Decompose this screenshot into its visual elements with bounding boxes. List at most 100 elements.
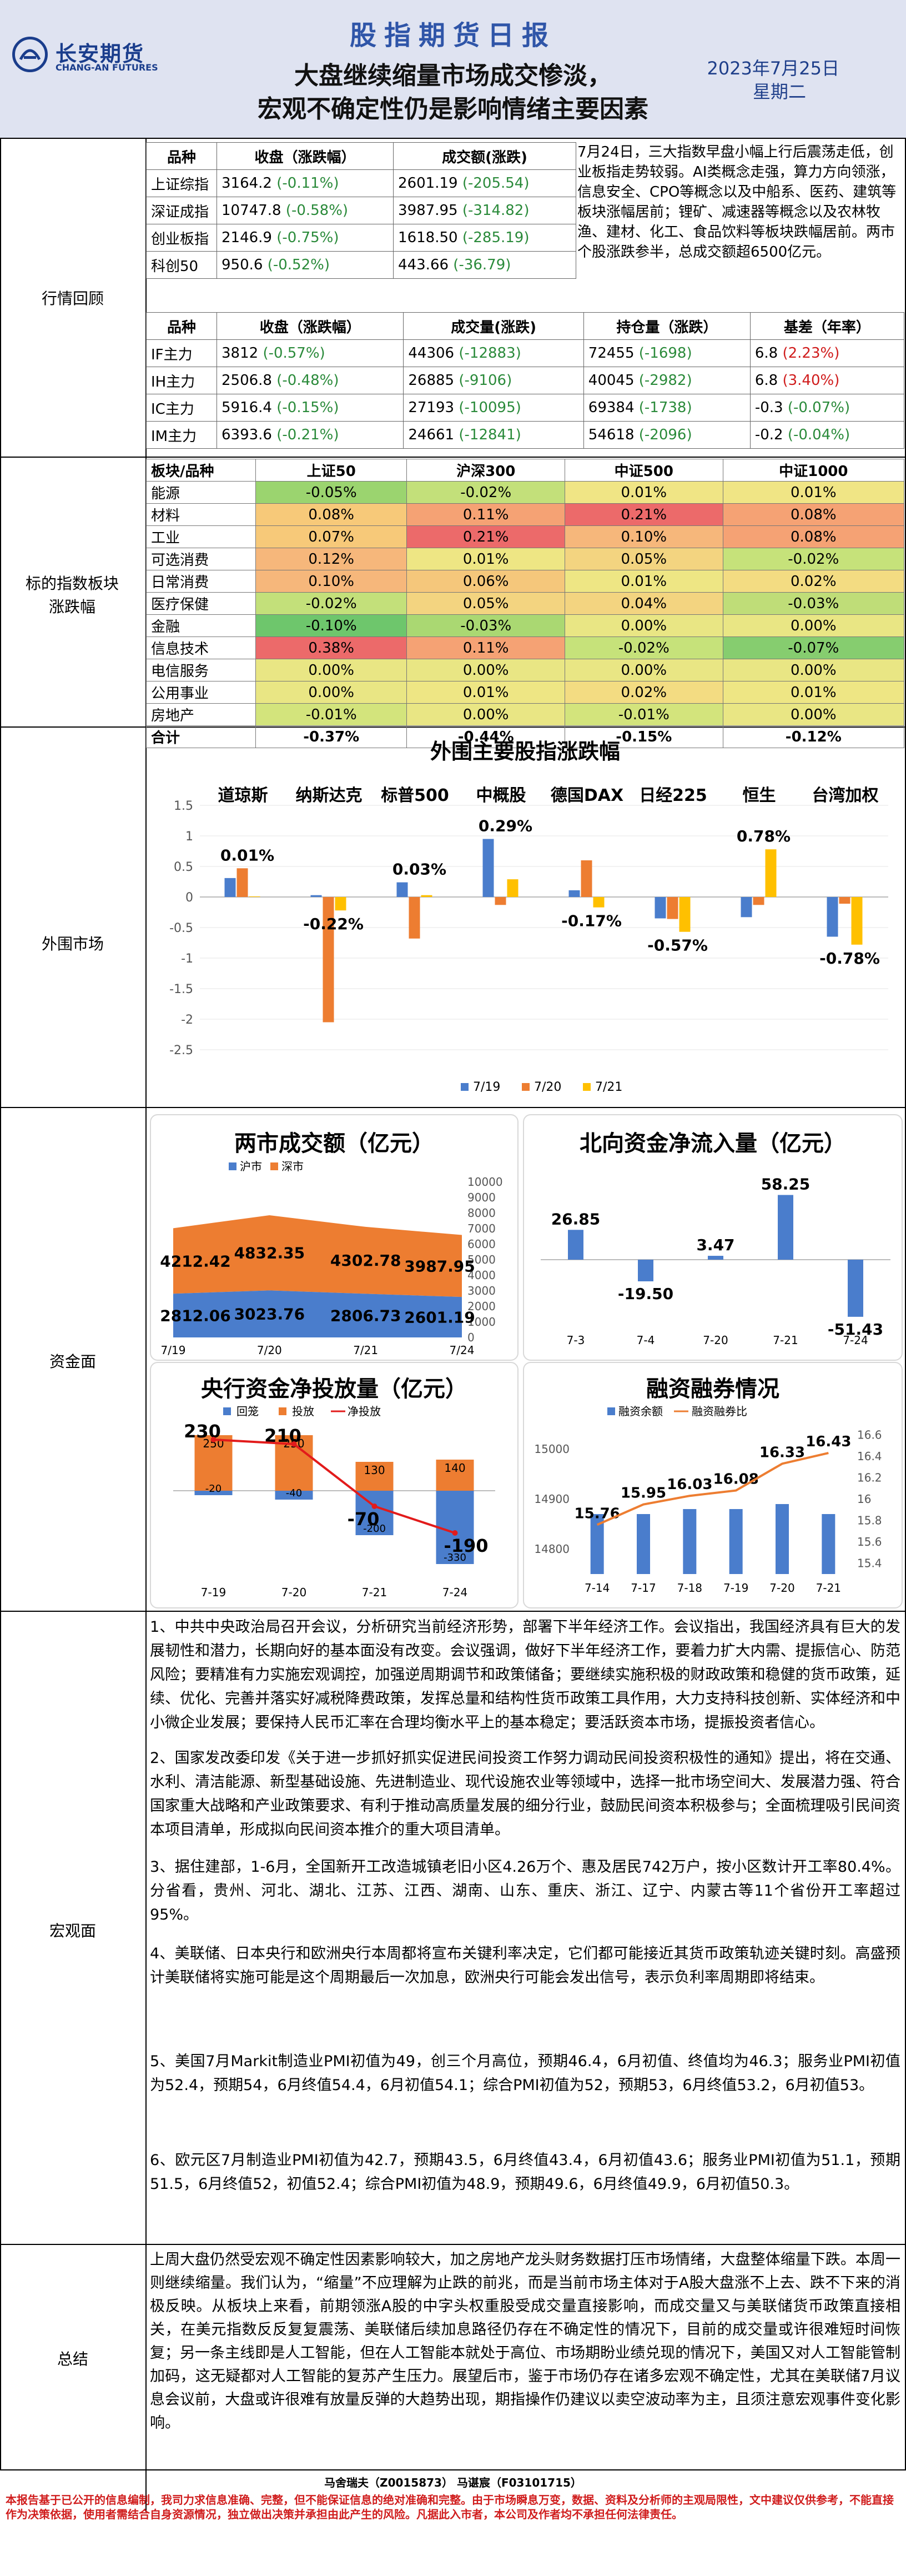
data-label: 140 <box>444 1461 465 1475</box>
y-tick-label: -2 <box>181 1013 193 1027</box>
data-label: 2806.73 <box>330 1307 401 1325</box>
net-point <box>291 1441 297 1447</box>
volume-cell: 27193 (-10095) <box>403 394 584 422</box>
margin-panel: 融资融券情况 融资余额 融资融券比 15000 14900 14800 16.6 16.4 1… <box>523 1362 903 1608</box>
open-interest-cell: 69384 (-1738) <box>583 394 751 422</box>
bar-withdraw <box>194 1491 233 1495</box>
close-cell: 2146.9 (-0.75%) <box>216 224 394 252</box>
y-tick-label: 16.4 <box>857 1450 882 1463</box>
section-label-funds: 资金面 <box>49 1352 96 1371</box>
analyst-names: 马舍瑞夫（Z0015873） 马谌宸（F03101715） <box>324 2476 582 2489</box>
data-label: -20 <box>205 1483 222 1495</box>
macro-paragraph: 6、欧元区7月制造业PMI初值为42.7，预期43.5，6月终值43.4，6月初… <box>150 2152 900 2193</box>
basis-cell: 6.8 (3.40%) <box>749 367 905 394</box>
y-tick-label: 3000 <box>467 1284 496 1297</box>
row-label: 医疗保健 <box>146 592 256 615</box>
area-shenzhen <box>173 1215 462 1297</box>
close-value: 3164.2 <box>222 175 272 192</box>
bar <box>637 1514 650 1574</box>
column-divider <box>145 138 147 2512</box>
section-label-market: 行情回顾 <box>41 289 104 308</box>
close-change: (-0.21%) <box>276 427 339 443</box>
column-header: 收盘（涨跌幅） <box>216 142 394 170</box>
macro-paragraph: 4、美联储、日本央行和欧洲央行本周都将宣布关键利率决定，它们都可能接近其货币政策… <box>150 1945 900 1986</box>
basis-change: (-0.07%) <box>787 399 850 416</box>
row-label: 创业板指 <box>146 224 217 252</box>
heat-cell: -0.02% <box>722 548 905 570</box>
turnover-chart: 1000090008000700060005000400030002000100… <box>160 1160 502 1357</box>
y-tick-label: 4000 <box>467 1269 496 1282</box>
row-label: IM主力 <box>146 421 217 449</box>
macro-paragraph: 2、国家发改委印发《关于进一步抓好抓实促进民间投资工作努力调动民间投资积极性的通… <box>150 1750 900 1838</box>
change-value: (-0.75%) <box>276 229 339 246</box>
amount-change: (-36.79) <box>453 257 511 273</box>
data-label: 15.95 <box>621 1485 666 1502</box>
x-tick-label: 7-17 <box>631 1581 656 1595</box>
pboc-chart-title: 央行资金净投放量（亿元） <box>201 1376 467 1402</box>
northbound-chart: 26.85 7-3 -19.50 7-4 3.47 7-20 58.25 7-21 -51.43… <box>541 1175 890 1347</box>
table-row: IF主力 3812 (-0.57%) 44306 (-12883) 72455 (-1… <box>146 339 905 367</box>
bar <box>708 1256 723 1260</box>
net-point <box>210 1437 217 1442</box>
table-header-row: 板块/品种 上证50 沪深300 中证500 中证1000 <box>146 459 905 482</box>
heat-cell: 0.00% <box>722 659 905 681</box>
heat-cell: 0.01% <box>722 681 905 704</box>
data-label: -70 <box>348 1508 380 1530</box>
y-tick-label: 15000 <box>534 1442 570 1456</box>
open-interest-cell: 40045 (-2982) <box>583 367 751 394</box>
bar <box>495 897 506 905</box>
headline-line-2: 宏观不确定性仍是影响情绪主要因素 <box>258 95 648 123</box>
row-label: IF主力 <box>146 339 217 367</box>
net-point <box>371 1503 378 1509</box>
y-tick-label: 0.5 <box>174 860 193 874</box>
close-value: 3812 <box>222 345 259 362</box>
data-label: 4832.35 <box>234 1244 305 1262</box>
volume-value: 24661 <box>408 427 455 443</box>
bar <box>396 882 408 897</box>
y-tick-label: 1 <box>185 830 193 844</box>
row-label: 科创50 <box>146 251 217 279</box>
northbound-panel: 北向资金净流入量（亿元） 26.85 7-3 -19.50 7-4 3.47 7-20 58… <box>523 1114 903 1361</box>
bar <box>848 1260 863 1317</box>
sector-row: 材料 0.08% 0.11% 0.21% 0.08% <box>146 503 905 526</box>
y-tick-label: 6000 <box>467 1237 496 1251</box>
bar <box>667 897 678 919</box>
bar-inject <box>436 1460 474 1491</box>
close-cell: 10747.8 (-0.58%) <box>216 197 394 224</box>
bar-withdraw <box>436 1491 474 1564</box>
sector-row: 电信服务 0.00% 0.00% 0.00% 0.00% <box>146 659 905 681</box>
futures-table: 品种 收盘（涨跌幅） 成交量(涨跌) 持仓量（涨跌） 基差（年率） IF主力 38… <box>146 312 905 449</box>
column-header: 持仓量（涨跌） <box>583 312 751 340</box>
bar <box>729 1509 743 1574</box>
amount-cell: 3987.95 (-314.82) <box>393 197 576 224</box>
basis-value: -0.2 <box>754 427 783 443</box>
category-label: 道琼斯 <box>218 786 268 805</box>
report-title: 股指期货日报 <box>349 20 556 51</box>
legend-swatch <box>583 1083 591 1091</box>
legend-swatch <box>279 1407 286 1415</box>
volume-change: (-12883) <box>459 345 521 362</box>
volume-change: (-9106) <box>459 372 512 389</box>
volume-change: (-10095) <box>459 399 521 416</box>
bar <box>323 897 334 1023</box>
basis-value: 6.8 <box>754 372 778 389</box>
legend-label: 投放 <box>292 1405 314 1418</box>
margin-chart-title: 融资融券情况 <box>646 1376 779 1402</box>
volume-cell: 26885 (-9106) <box>403 367 584 394</box>
border-left <box>0 138 1 2469</box>
open-interest-value: 40045 <box>588 372 635 389</box>
y-tick-label: -1 <box>181 952 193 966</box>
data-label: -0.17% <box>561 912 622 930</box>
open-interest-change: (-2982) <box>638 372 692 389</box>
y-tick-label: 14800 <box>534 1542 570 1556</box>
bar <box>310 895 322 897</box>
legend-label: 净投放 <box>348 1405 381 1418</box>
data-label: 15.76 <box>575 1505 620 1522</box>
row-label: 日常消费 <box>146 570 256 593</box>
summary-text: 上周大盘仍然受宏观不确定性因素影响较大，加之房地产龙头财务数据打压市场情绪，大盘… <box>150 2251 900 2432</box>
category-label: 日经225 <box>639 786 707 805</box>
close-value: 2506.8 <box>222 372 272 389</box>
bar <box>741 897 752 918</box>
report-date: 2023年7月25日 <box>707 58 839 79</box>
legend-label: 7/20 <box>534 1080 561 1094</box>
